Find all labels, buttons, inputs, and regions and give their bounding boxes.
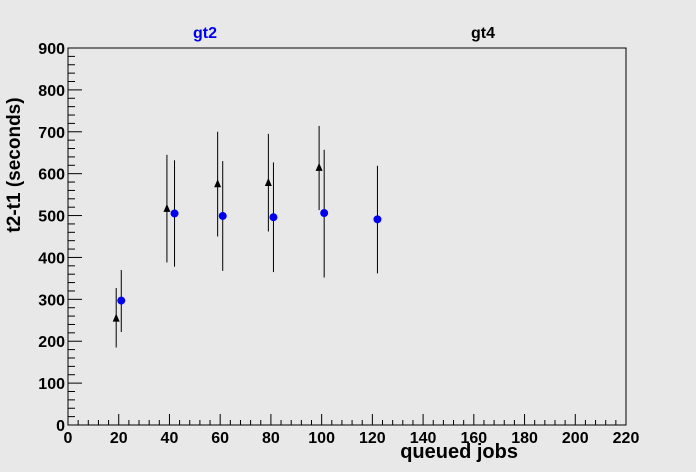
y-tick-label: 700 xyxy=(38,125,65,142)
axes: 0 20 40 60 80 100 120 140 160 180 200 220 0 100 200 300… xyxy=(38,41,639,447)
y-tick-label: 100 xyxy=(38,376,65,393)
x-tick-label: 220 xyxy=(613,430,640,447)
plot-frame xyxy=(67,47,627,426)
legend-entry-gt2: gt2 xyxy=(193,25,217,42)
x-axis-label: queued jobs xyxy=(400,441,518,463)
x-tick-label: 80 xyxy=(262,430,280,447)
x-tick-label: 180 xyxy=(511,430,538,447)
data-point-gt4 xyxy=(264,177,272,186)
data-point-gt2 xyxy=(373,215,382,224)
y-tick-label: 200 xyxy=(38,334,65,351)
y-tick-label: 600 xyxy=(38,167,65,184)
y-tick-label: 500 xyxy=(38,209,65,226)
legend-entry-gt4: gt4 xyxy=(471,25,495,42)
data-point-gt4 xyxy=(163,203,171,212)
data-point-gt2 xyxy=(320,209,329,218)
data-point-gt2 xyxy=(117,296,126,305)
y-axis-label: t2-t1 (seconds) xyxy=(4,97,25,232)
data-point-gt4 xyxy=(112,313,120,322)
data-point-gt2 xyxy=(170,209,179,218)
y-tick-label: 900 xyxy=(38,41,65,58)
data-point-gt4 xyxy=(315,162,323,171)
x-tick-label: 60 xyxy=(211,430,229,447)
data-point-gt2 xyxy=(269,213,278,222)
x-tick-label: 200 xyxy=(562,430,589,447)
y-tick-label: 300 xyxy=(38,292,65,309)
x-tick-label: 40 xyxy=(161,430,179,447)
data-point-gt4 xyxy=(214,179,222,188)
data-marks xyxy=(112,125,382,348)
x-tick-label: 140 xyxy=(410,430,437,447)
y-tick-label: 400 xyxy=(38,250,65,267)
data-point-gt2 xyxy=(218,211,227,220)
y-tick-label: 800 xyxy=(38,83,65,100)
x-tick-label: 120 xyxy=(359,430,386,447)
y-tick-label: 0 xyxy=(56,418,65,435)
x-tick-label: 160 xyxy=(460,430,487,447)
x-tick-label: 20 xyxy=(110,430,128,447)
x-tick-label: 0 xyxy=(64,430,73,447)
x-tick-label: 100 xyxy=(308,430,335,447)
